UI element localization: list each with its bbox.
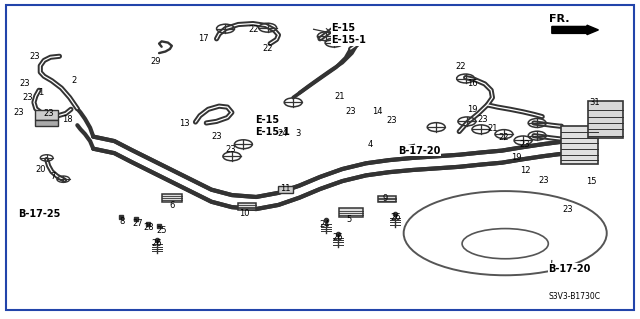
Text: FR.: FR. [548,14,569,24]
Text: B-17-20: B-17-20 [548,264,591,274]
Text: S3V3-B1730C: S3V3-B1730C [548,292,600,301]
Text: 23: 23 [477,115,488,124]
Bar [588,101,623,138]
Text: 28: 28 [143,223,154,232]
Text: 21: 21 [487,124,498,133]
Text: 14: 14 [372,107,383,116]
Text: 12: 12 [520,166,531,175]
Text: 22: 22 [499,133,509,142]
Text: 23: 23 [225,145,236,154]
Text: E-15
E-15-1: E-15 E-15-1 [255,115,290,137]
Text: 3: 3 [296,129,301,138]
Text: 10: 10 [239,209,250,218]
Text: 24: 24 [320,220,330,229]
Text: 4: 4 [367,140,372,149]
Text: 26: 26 [390,213,401,222]
Bar [35,110,58,120]
Text: 23: 23 [519,140,530,149]
Text: 17: 17 [198,34,209,43]
Text: 20: 20 [35,165,45,174]
Text: 31: 31 [589,99,600,108]
Text: 24: 24 [278,129,288,138]
Text: 23: 23 [211,132,222,141]
Text: 23: 23 [563,205,573,214]
Text: 27: 27 [132,219,143,228]
Text: 23: 23 [30,52,40,61]
Text: 23: 23 [20,79,30,88]
Text: 23: 23 [13,108,24,117]
Text: 13: 13 [179,119,190,129]
Bar [278,186,292,193]
Text: 18: 18 [63,115,73,124]
Text: E-15
E-15-1: E-15 E-15-1 [332,23,366,45]
Text: 19: 19 [467,105,477,114]
Text: 26: 26 [152,239,163,248]
Text: 22: 22 [455,62,466,71]
Text: 2: 2 [72,76,77,85]
FancyArrow shape [552,25,598,35]
Text: 22: 22 [262,44,273,54]
Text: B-17-20: B-17-20 [398,145,440,156]
Text: 23: 23 [346,107,356,116]
Text: 5: 5 [346,215,351,224]
Text: 23: 23 [22,93,33,102]
Bar [561,126,598,164]
Text: 16: 16 [467,79,477,88]
Text: 29: 29 [150,56,161,65]
Text: 8: 8 [119,217,125,226]
Text: 23: 23 [44,109,54,118]
Text: B-17-25: B-17-25 [19,209,61,219]
Bar [339,208,363,217]
Text: 23: 23 [386,116,397,125]
Bar [237,203,255,210]
Text: 6: 6 [169,201,175,210]
Text: 25: 25 [156,226,167,234]
Bar [378,196,396,202]
Text: 22: 22 [248,26,259,34]
Text: 21: 21 [334,92,344,101]
Bar [35,120,58,125]
Bar [162,194,182,202]
Text: 9: 9 [383,194,388,203]
Text: 23: 23 [538,176,549,185]
Text: 7: 7 [51,172,56,181]
Text: 11: 11 [280,184,290,193]
Text: 26: 26 [333,233,343,242]
Text: 19: 19 [511,153,522,162]
Text: 15: 15 [586,177,596,186]
Text: 1: 1 [38,88,44,97]
